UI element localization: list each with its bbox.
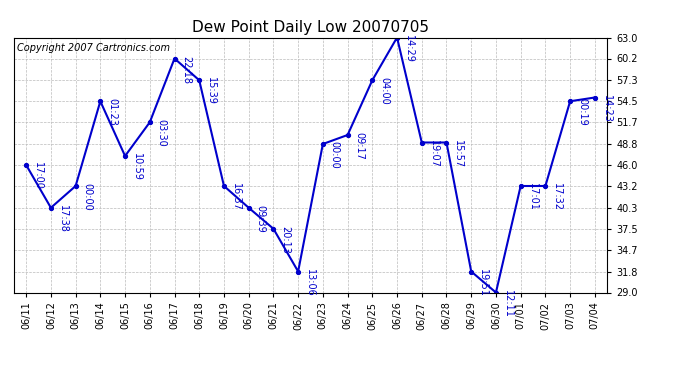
Text: 09:17: 09:17	[355, 132, 364, 160]
Text: 14:23: 14:23	[602, 95, 612, 123]
Text: 14:29: 14:29	[404, 35, 414, 63]
Text: 09:39: 09:39	[255, 205, 266, 233]
Text: 17:01: 17:01	[528, 183, 538, 211]
Text: 17:00: 17:00	[33, 162, 43, 190]
Text: 17:38: 17:38	[58, 205, 68, 233]
Text: 12:11: 12:11	[503, 290, 513, 318]
Text: 15:39: 15:39	[206, 78, 216, 105]
Text: 17:32: 17:32	[552, 183, 562, 211]
Text: 10:59: 10:59	[132, 153, 142, 181]
Title: Dew Point Daily Low 20070705: Dew Point Daily Low 20070705	[192, 20, 429, 35]
Text: 20:13: 20:13	[280, 226, 290, 254]
Text: 15:57: 15:57	[453, 140, 464, 168]
Text: 00:19: 00:19	[577, 99, 587, 126]
Text: Copyright 2007 Cartronics.com: Copyright 2007 Cartronics.com	[17, 43, 170, 52]
Text: 22:18: 22:18	[181, 56, 191, 84]
Text: 00:00: 00:00	[330, 141, 339, 169]
Text: 13:06: 13:06	[305, 269, 315, 297]
Text: 01:23: 01:23	[107, 99, 117, 126]
Text: 19:51: 19:51	[478, 269, 488, 297]
Text: 00:00: 00:00	[83, 183, 92, 211]
Text: 16:37: 16:37	[231, 183, 241, 211]
Text: 03:30: 03:30	[157, 120, 167, 147]
Text: 19:07: 19:07	[428, 140, 439, 168]
Text: 04:00: 04:00	[380, 78, 389, 105]
